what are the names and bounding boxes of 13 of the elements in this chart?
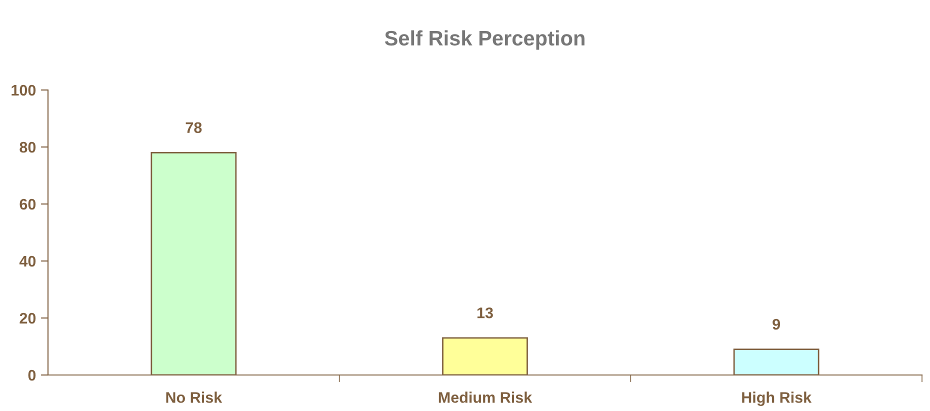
y-tick-label: 0 bbox=[28, 370, 36, 381]
y-tick-label: 100 bbox=[12, 84, 36, 96]
x-tick-label: No Risk bbox=[166, 392, 222, 403]
y-tick-label: 40 bbox=[19, 256, 36, 267]
data-label: 9 bbox=[772, 318, 780, 330]
x-tick-label: High Risk bbox=[742, 392, 812, 406]
data-label: 78 bbox=[186, 122, 202, 134]
chart-title: Self Risk Perception bbox=[384, 30, 584, 50]
data-label: 13 bbox=[477, 307, 493, 318]
x-tick-label: Medium Risk bbox=[438, 392, 532, 403]
y-tick-label: 60 bbox=[20, 198, 36, 210]
y-tick-label: 20 bbox=[20, 312, 36, 324]
y-tick-label: 80 bbox=[20, 142, 36, 153]
